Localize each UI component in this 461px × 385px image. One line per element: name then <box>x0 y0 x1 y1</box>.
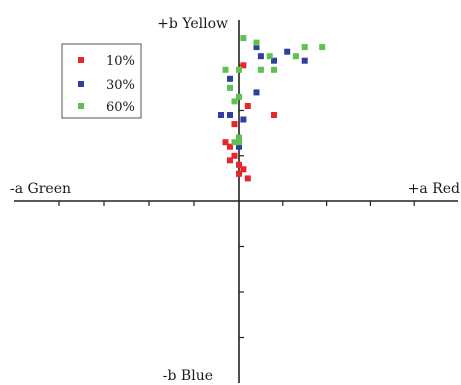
series-30 <box>218 44 308 150</box>
data-point <box>319 44 326 51</box>
series-60 <box>222 35 326 146</box>
data-point <box>271 57 277 64</box>
data-point <box>227 157 233 164</box>
x-negative-label: -a Green <box>10 181 71 197</box>
data-point <box>236 161 242 168</box>
axes <box>14 20 458 383</box>
y-positive-label: +b Yellow <box>157 16 228 32</box>
legend-item-30: 30% <box>78 78 135 93</box>
data-point <box>301 57 308 64</box>
data-point <box>227 112 233 118</box>
legend-box <box>61 43 142 119</box>
data-points <box>218 35 326 182</box>
legend-label-10: 10% <box>106 54 135 69</box>
data-point <box>227 75 233 82</box>
data-point <box>231 139 238 146</box>
data-point <box>240 35 247 42</box>
legend-label-30: 30% <box>106 78 135 93</box>
legend-label-60: 60% <box>106 100 135 115</box>
data-point <box>236 143 242 150</box>
data-point <box>271 66 277 73</box>
data-point <box>240 166 247 173</box>
data-point <box>266 53 273 60</box>
data-point <box>227 84 233 91</box>
data-point <box>236 134 242 141</box>
data-point <box>301 44 308 51</box>
data-point <box>253 39 260 46</box>
x-positive-label: +a Red <box>408 181 460 197</box>
data-point <box>240 116 247 123</box>
data-point <box>236 93 242 100</box>
data-point <box>284 48 291 55</box>
y-negative-label: -b Blue <box>163 368 213 384</box>
data-point <box>231 98 238 105</box>
data-point <box>292 53 299 60</box>
data-point <box>236 66 242 73</box>
legend: 10% 30% 60% <box>61 43 142 119</box>
data-point <box>218 112 224 118</box>
data-point <box>244 175 251 182</box>
data-point <box>231 121 238 128</box>
data-point <box>236 139 242 146</box>
data-point <box>231 152 238 159</box>
data-point <box>257 53 264 60</box>
data-point <box>240 62 247 69</box>
legend-swatch-30 <box>78 81 84 87</box>
data-point <box>244 103 251 109</box>
legend-item-10: 10% <box>78 54 135 69</box>
data-point <box>227 143 233 150</box>
data-point <box>236 170 242 177</box>
legend-swatch-10 <box>78 57 84 63</box>
data-point <box>271 112 277 118</box>
data-point <box>222 66 229 73</box>
data-point <box>222 139 229 146</box>
data-point <box>253 89 260 96</box>
legend-swatch-60 <box>78 103 84 109</box>
legend-item-60: 60% <box>78 100 135 115</box>
data-point <box>257 66 264 73</box>
data-point <box>253 44 260 51</box>
